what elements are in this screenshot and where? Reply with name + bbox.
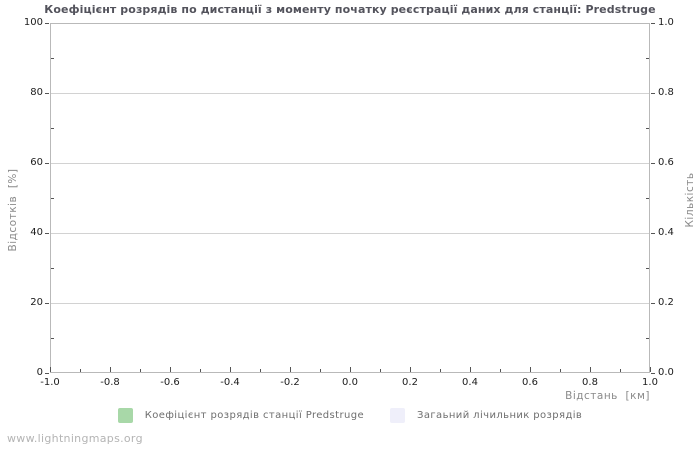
x-axis-label: Відстань [км] bbox=[565, 390, 650, 402]
legend-swatch-counter bbox=[390, 408, 406, 423]
x-tick-label: -0.2 bbox=[280, 377, 300, 388]
y-left-minor-tick bbox=[51, 268, 54, 269]
x-tick-label: -0.6 bbox=[160, 377, 180, 388]
x-minor-tick bbox=[500, 369, 501, 372]
y-right-minor-tick bbox=[646, 58, 649, 59]
y-left-minor-tick bbox=[51, 338, 54, 339]
x-tick-label: -0.4 bbox=[220, 377, 240, 388]
y-left-tick-label: 100 bbox=[23, 17, 43, 28]
gridline bbox=[51, 303, 649, 304]
y-right-tick-label: 0.0 bbox=[658, 367, 674, 378]
x-tick-label: -1.0 bbox=[40, 377, 60, 388]
y-left-tick-label: 60 bbox=[30, 157, 43, 168]
y-left-major-tick bbox=[45, 373, 49, 374]
y-left-tick-label: 0 bbox=[36, 367, 43, 378]
x-major-tick bbox=[170, 367, 171, 372]
y-right-minor-tick bbox=[646, 198, 649, 199]
gridline bbox=[51, 93, 649, 94]
legend-item-counter: Загаьний лічильник розрядів bbox=[390, 408, 582, 423]
chart-title: Коефіцієнт розрядів по дистанції з момен… bbox=[44, 3, 656, 16]
y-right-minor-tick bbox=[646, 338, 649, 339]
legend-label-coefficient: Коефіцієнт розрядів станції Predstruge bbox=[144, 410, 365, 421]
y-axis-label-right: Кількість bbox=[684, 172, 696, 228]
y-right-major-tick bbox=[651, 233, 655, 234]
y-left-minor-tick bbox=[51, 58, 54, 59]
plot-area bbox=[50, 23, 650, 373]
x-major-tick bbox=[530, 367, 531, 372]
y-right-major-tick bbox=[651, 163, 655, 164]
y-right-major-tick bbox=[651, 373, 655, 374]
x-tick-label: 0.2 bbox=[402, 377, 418, 388]
x-minor-tick bbox=[260, 369, 261, 372]
x-major-tick bbox=[230, 367, 231, 372]
x-minor-tick bbox=[440, 369, 441, 372]
x-major-tick bbox=[50, 367, 51, 372]
x-tick-label: 0.0 bbox=[342, 377, 358, 388]
x-minor-tick bbox=[320, 369, 321, 372]
x-minor-tick bbox=[620, 369, 621, 372]
legend-item-coefficient: Коефіцієнт розрядів станції Predstruge bbox=[117, 408, 365, 423]
gridline bbox=[51, 233, 649, 234]
x-major-tick bbox=[470, 367, 471, 372]
x-tick-label: 0.4 bbox=[462, 377, 478, 388]
legend-label-counter: Загаьний лічильник розрядів bbox=[417, 410, 583, 421]
legend: Коефіцієнт розрядів станції Predstruge З… bbox=[0, 408, 700, 423]
y-left-major-tick bbox=[45, 163, 49, 164]
y-axis-label-left: Відсотків [%] bbox=[7, 168, 19, 252]
y-left-major-tick bbox=[45, 233, 49, 234]
x-major-tick bbox=[410, 367, 411, 372]
y-right-major-tick bbox=[651, 23, 655, 24]
y-right-major-tick bbox=[651, 303, 655, 304]
x-minor-tick bbox=[380, 369, 381, 372]
gridline bbox=[51, 163, 649, 164]
x-major-tick bbox=[590, 367, 591, 372]
x-major-tick bbox=[110, 367, 111, 372]
y-left-major-tick bbox=[45, 303, 49, 304]
y-right-tick-label: 0.8 bbox=[658, 87, 674, 98]
x-major-tick bbox=[350, 367, 351, 372]
y-left-tick-label: 20 bbox=[30, 297, 43, 308]
y-right-major-tick bbox=[651, 93, 655, 94]
x-minor-tick bbox=[80, 369, 81, 372]
x-minor-tick bbox=[560, 369, 561, 372]
y-right-tick-label: 0.2 bbox=[658, 297, 674, 308]
x-minor-tick bbox=[140, 369, 141, 372]
y-right-tick-label: 0.4 bbox=[658, 227, 674, 238]
y-right-minor-tick bbox=[646, 268, 649, 269]
watermark: www.lightningmaps.org bbox=[7, 432, 143, 445]
y-right-tick-label: 1.0 bbox=[658, 17, 674, 28]
x-minor-tick bbox=[200, 369, 201, 372]
x-tick-label: 0.8 bbox=[582, 377, 598, 388]
y-left-major-tick bbox=[45, 93, 49, 94]
y-left-minor-tick bbox=[51, 128, 54, 129]
y-left-tick-label: 80 bbox=[30, 87, 43, 98]
x-tick-label: -0.8 bbox=[100, 377, 120, 388]
y-right-tick-label: 0.6 bbox=[658, 157, 674, 168]
y-left-minor-tick bbox=[51, 198, 54, 199]
x-major-tick bbox=[650, 367, 651, 372]
y-left-major-tick bbox=[45, 23, 49, 24]
x-major-tick bbox=[290, 367, 291, 372]
legend-swatch-coefficient bbox=[117, 408, 133, 423]
x-tick-label: 0.6 bbox=[522, 377, 538, 388]
y-right-minor-tick bbox=[646, 128, 649, 129]
x-tick-label: 1.0 bbox=[642, 377, 658, 388]
y-left-tick-label: 40 bbox=[30, 227, 43, 238]
